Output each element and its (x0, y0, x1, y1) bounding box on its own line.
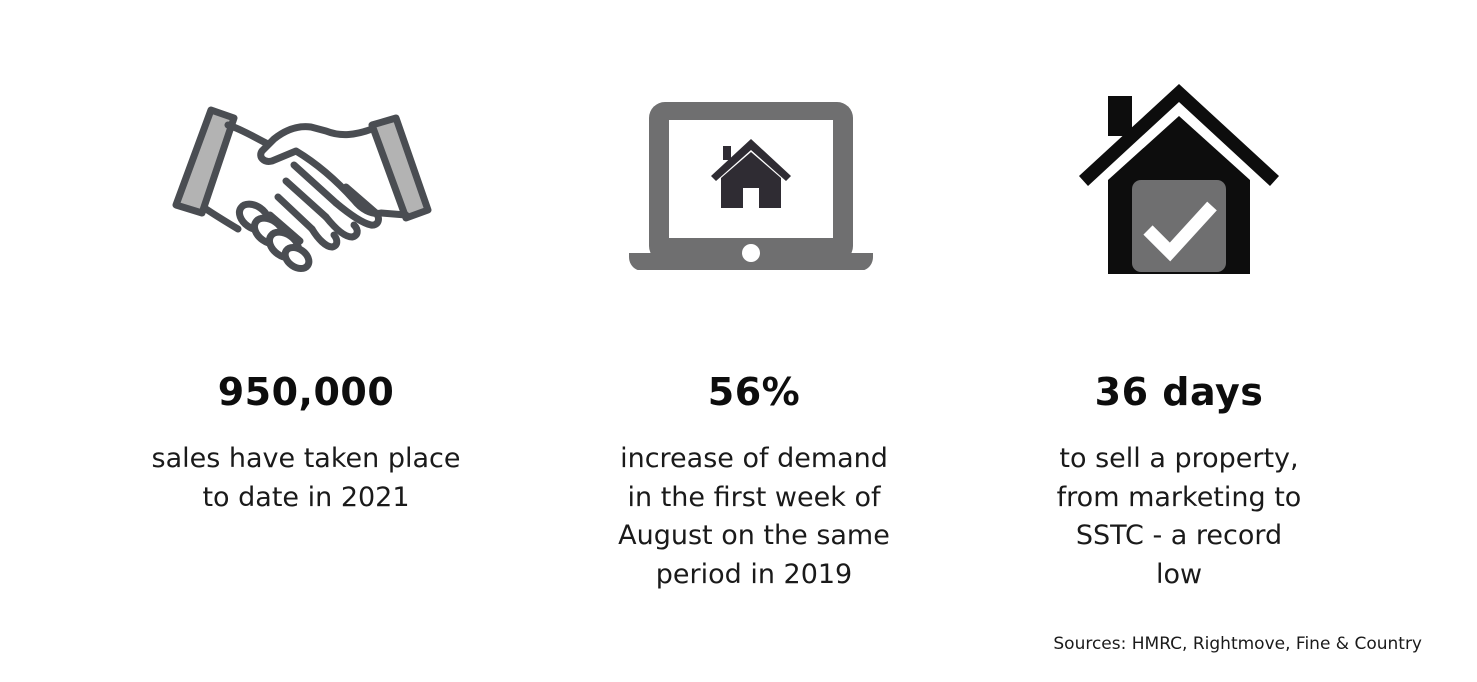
description-line: in the first week of (627, 481, 881, 513)
stat-value: 36 days (1094, 370, 1264, 414)
description-line: SSTC - a record (1075, 520, 1283, 551)
description-line: period in 2019 (655, 558, 853, 590)
laptop-house-icon (544, 80, 964, 300)
description-line: to date in 2021 (202, 481, 410, 513)
house-check-icon (969, 80, 1389, 300)
handshake-icon (96, 80, 516, 300)
stat-description: sales have taken place to date in 2021 (96, 440, 516, 517)
description-line: sales have taken place (151, 443, 461, 474)
description-line: August on the same (618, 520, 890, 551)
description-line: to sell a property, (1059, 443, 1299, 474)
description-line: increase of demand (620, 443, 888, 474)
sources-note: Sources: HMRC, Rightmove, Fine & Country (1053, 634, 1422, 654)
stat-value: 56% (707, 370, 801, 414)
description-line: from marketing to (1056, 481, 1302, 513)
stat-description: to sell a property, from marketing to SS… (969, 440, 1389, 594)
stat-value: 950,000 (217, 370, 395, 414)
stat-description: increase of demand in the first week of … (544, 440, 964, 594)
description-line: low (1155, 558, 1203, 590)
